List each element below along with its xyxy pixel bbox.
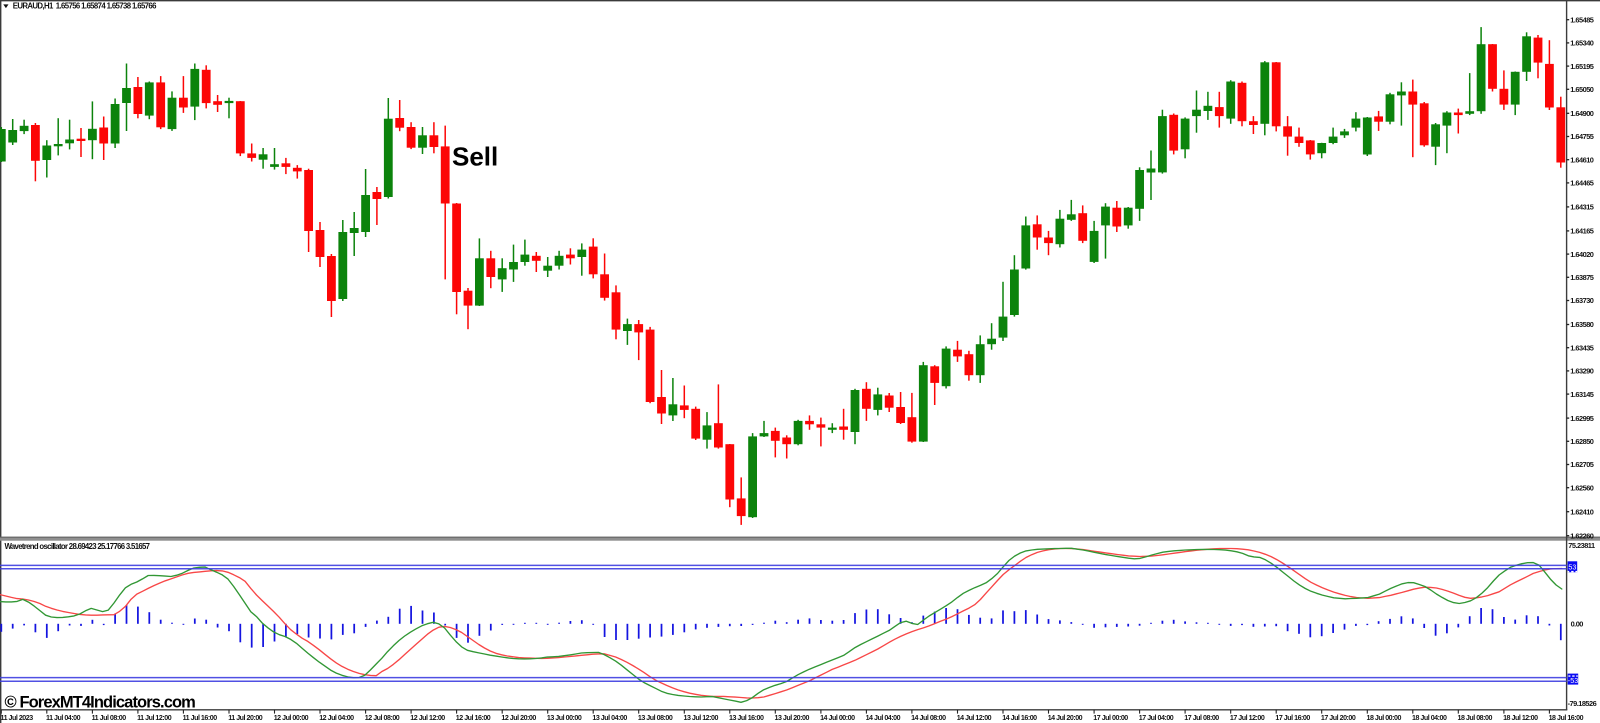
svg-text:14 Jul 16:00: 14 Jul 16:00 (1002, 714, 1037, 722)
svg-text:13 Jul 04:00: 13 Jul 04:00 (592, 714, 627, 722)
svg-text:Wavetrend oscillator 28.69423: Wavetrend oscillator 28.69423 25.17766 3… (5, 542, 150, 551)
svg-text:-79.18526: -79.18526 (1568, 699, 1597, 708)
svg-text:13 Jul 12:00: 13 Jul 12:00 (684, 714, 719, 722)
svg-text:17 Jul 04:00: 17 Jul 04:00 (1139, 714, 1174, 722)
svg-text:1.64315: 1.64315 (1570, 203, 1593, 212)
svg-text:1.64610: 1.64610 (1570, 155, 1593, 164)
svg-text:1.63145: 1.63145 (1570, 390, 1593, 399)
svg-text:1.64165: 1.64165 (1570, 227, 1593, 236)
svg-text:1.64020: 1.64020 (1570, 250, 1593, 259)
svg-text:© ForexMT4Indicators.com: © ForexMT4Indicators.com (5, 693, 196, 711)
svg-text:17 Jul 08:00: 17 Jul 08:00 (1184, 714, 1219, 722)
svg-text:17 Jul 20:00: 17 Jul 20:00 (1321, 714, 1356, 722)
svg-text:1.65050: 1.65050 (1570, 85, 1593, 94)
svg-text:1.62995: 1.62995 (1570, 414, 1593, 423)
svg-text:11 Jul 2023: 11 Jul 2023 (1, 714, 34, 722)
svg-text:13 Jul 16:00: 13 Jul 16:00 (729, 714, 764, 722)
svg-text:11 Jul 20:00: 11 Jul 20:00 (228, 714, 263, 722)
svg-text:1.63435: 1.63435 (1570, 343, 1593, 352)
svg-text:12 Jul 08:00: 12 Jul 08:00 (365, 714, 400, 722)
svg-text:53: 53 (1568, 563, 1576, 572)
svg-text:1.63875: 1.63875 (1570, 273, 1593, 282)
svg-text:11 Jul 16:00: 11 Jul 16:00 (183, 714, 218, 722)
svg-text:1.64900: 1.64900 (1570, 109, 1593, 118)
svg-text:18 Jul 08:00: 18 Jul 08:00 (1458, 714, 1493, 722)
svg-text:13 Jul 00:00: 13 Jul 00:00 (547, 714, 582, 722)
svg-text:12 Jul 00:00: 12 Jul 00:00 (274, 714, 309, 722)
svg-text:12 Jul 04:00: 12 Jul 04:00 (319, 714, 354, 722)
svg-text:14 Jul 08:00: 14 Jul 08:00 (911, 714, 946, 722)
svg-text:Sell: Sell (452, 141, 498, 171)
svg-text:1.65485: 1.65485 (1570, 15, 1593, 24)
svg-text:75.23811: 75.23811 (1568, 541, 1595, 550)
svg-text:14 Jul 12:00: 14 Jul 12:00 (957, 714, 992, 722)
svg-text:0.00: 0.00 (1571, 620, 1584, 629)
svg-text:11 Jul 04:00: 11 Jul 04:00 (46, 714, 81, 722)
svg-text:1.63730: 1.63730 (1570, 296, 1593, 305)
svg-text:17 Jul 00:00: 17 Jul 00:00 (1093, 714, 1128, 722)
svg-text:1.63580: 1.63580 (1570, 320, 1593, 329)
svg-text:1.64465: 1.64465 (1570, 179, 1593, 188)
svg-text:18 Jul 00:00: 18 Jul 00:00 (1367, 714, 1402, 722)
svg-text:14 Jul 04:00: 14 Jul 04:00 (866, 714, 901, 722)
svg-text:1.62850: 1.62850 (1570, 437, 1593, 446)
svg-text:1.65340: 1.65340 (1570, 39, 1593, 48)
svg-text:12 Jul 16:00: 12 Jul 16:00 (456, 714, 491, 722)
svg-text:17 Jul 16:00: 17 Jul 16:00 (1275, 714, 1310, 722)
svg-text:13 Jul 08:00: 13 Jul 08:00 (638, 714, 673, 722)
svg-text:14 Jul 20:00: 14 Jul 20:00 (1048, 714, 1083, 722)
svg-text:1.64755: 1.64755 (1570, 132, 1593, 141)
svg-text:1.62560: 1.62560 (1570, 483, 1593, 492)
svg-text:12 Jul 20:00: 12 Jul 20:00 (501, 714, 536, 722)
svg-text:14 Jul 00:00: 14 Jul 00:00 (820, 714, 855, 722)
svg-text:EURAUD,H1 1.65756 1.65874 1.6: EURAUD,H1 1.65756 1.65874 1.65738 1.6576… (13, 2, 157, 11)
svg-text:18 Jul 12:00: 18 Jul 12:00 (1503, 714, 1538, 722)
svg-text:12 Jul 12:00: 12 Jul 12:00 (410, 714, 445, 722)
svg-text:1.62410: 1.62410 (1570, 507, 1593, 516)
svg-text:1.62260: 1.62260 (1570, 531, 1593, 540)
svg-text:1.62705: 1.62705 (1570, 460, 1593, 469)
svg-text:1.63290: 1.63290 (1570, 367, 1593, 376)
svg-text:11 Jul 08:00: 11 Jul 08:00 (92, 714, 127, 722)
svg-text:1.65195: 1.65195 (1570, 62, 1593, 71)
svg-text:11 Jul 12:00: 11 Jul 12:00 (137, 714, 172, 722)
svg-text:13 Jul 20:00: 13 Jul 20:00 (775, 714, 810, 722)
svg-text:18 Jul 04:00: 18 Jul 04:00 (1412, 714, 1447, 722)
svg-text:17 Jul 12:00: 17 Jul 12:00 (1230, 714, 1265, 722)
svg-text:-53: -53 (1568, 676, 1578, 685)
svg-text:18 Jul 16:00: 18 Jul 16:00 (1549, 714, 1584, 722)
